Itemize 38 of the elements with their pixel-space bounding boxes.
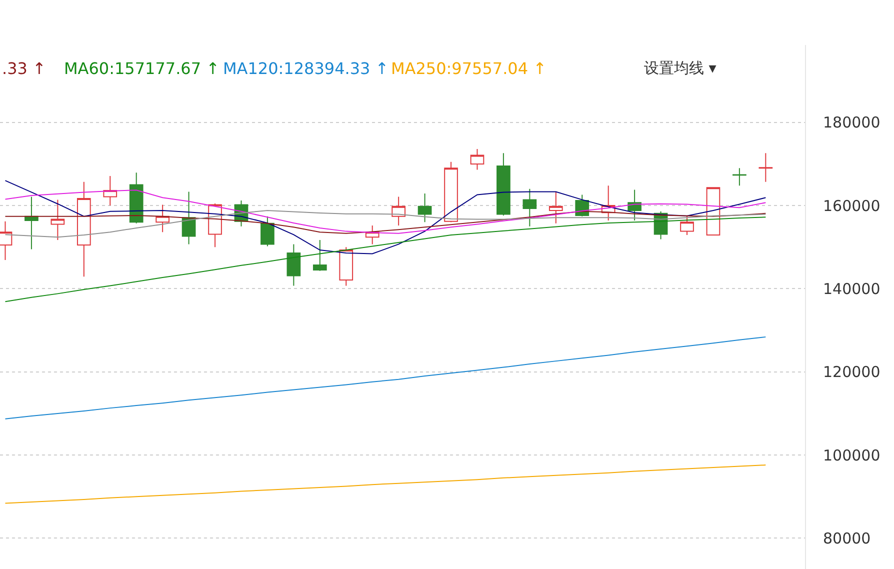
candlestick — [129, 172, 144, 224]
candlestick — [286, 244, 301, 286]
line-series — [4, 190, 766, 234]
text: .33 ↑ — [2, 59, 46, 78]
candlestick — [312, 240, 327, 272]
y-tick-label: 140000 — [823, 280, 880, 298]
line-series — [4, 464, 766, 504]
candlestick — [339, 246, 354, 286]
text: MA120:128394.33 ↑ — [223, 59, 389, 78]
candlestick — [470, 148, 484, 170]
candlestick — [444, 161, 458, 223]
line-series — [4, 210, 766, 234]
candlestick — [732, 168, 746, 186]
candlestick — [76, 181, 91, 278]
line-series — [4, 336, 766, 420]
candlestick — [548, 191, 563, 224]
candlestick — [392, 196, 406, 226]
y-tick-label: 80000 — [823, 529, 871, 548]
text: MA250:97557.04 ↑ — [391, 59, 547, 78]
candlestick — [50, 199, 65, 241]
candlestick — [522, 188, 537, 227]
candlestick — [182, 191, 196, 245]
candlestick — [628, 189, 642, 221]
candlestick — [260, 216, 274, 247]
line-series — [4, 180, 766, 254]
candlestick — [680, 215, 694, 236]
annotation: 设置均线 ▾ — [644, 59, 717, 77]
candlestick — [758, 152, 773, 182]
y-tick-label: 160000 — [823, 196, 880, 215]
line-series — [4, 210, 766, 238]
text: MA60:157177.67 ↑ — [64, 59, 220, 78]
y-tick-label: 100000 — [823, 446, 880, 464]
line-series — [4, 216, 766, 302]
y-tick-label: 180000 — [823, 114, 880, 132]
candlestick — [418, 192, 432, 223]
y-tick-label: 120000 — [823, 363, 880, 382]
candlestick — [24, 196, 38, 250]
candlestick — [496, 152, 510, 216]
